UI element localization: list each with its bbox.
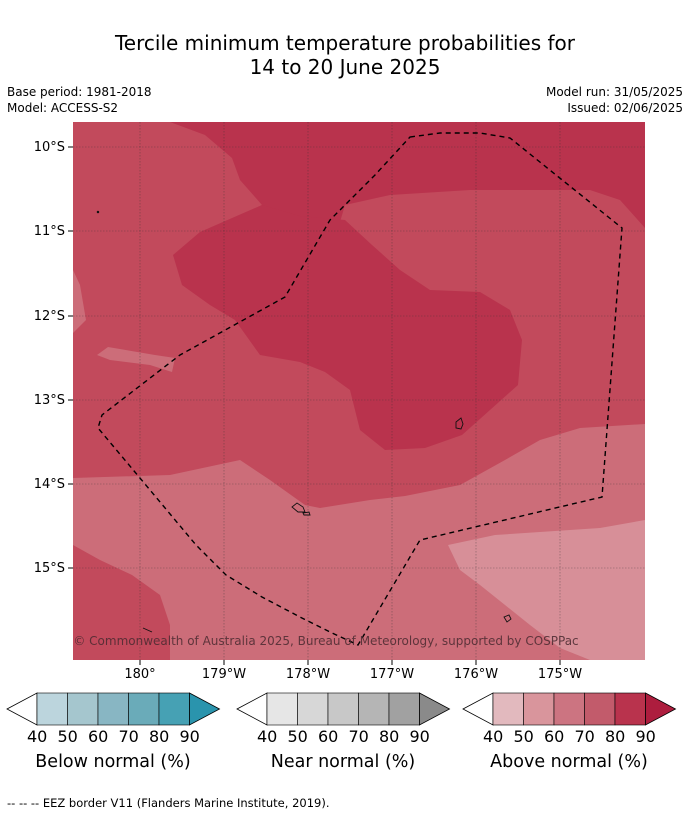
colorbar-segment bbox=[492, 692, 524, 726]
colorbars bbox=[6, 692, 677, 726]
colorbar-low-extend bbox=[236, 692, 268, 726]
lon-label: 178°W bbox=[286, 667, 330, 682]
lon-label: 177°W bbox=[370, 667, 414, 682]
latitude-labels: 10°S 11°S 12°S 13°S 14°S 15°S bbox=[34, 140, 65, 576]
lat-label: 10°S bbox=[34, 140, 65, 155]
colorbar-high-extend bbox=[645, 692, 677, 726]
colorbar-1 bbox=[236, 692, 451, 726]
colorbar-tick-label: 70 bbox=[118, 727, 139, 746]
meta-left: Base period: 1981-2018 Model: ACCESS-S2 bbox=[7, 84, 152, 116]
copyright-notice: © Commonwealth of Australia 2025, Bureau… bbox=[73, 634, 578, 648]
lat-label: 15°S bbox=[34, 561, 65, 576]
colorbar-low-extend bbox=[6, 692, 38, 726]
colorbar-segment bbox=[67, 692, 99, 726]
colorbar-segment bbox=[97, 692, 129, 726]
colorbar-tick-label: 90 bbox=[409, 727, 430, 746]
colorbar-high-extend bbox=[189, 692, 221, 726]
base-period: Base period: 1981-2018 bbox=[7, 85, 152, 99]
lat-label: 11°S bbox=[34, 224, 65, 239]
island-wallis bbox=[455, 417, 464, 430]
islands bbox=[96, 210, 512, 633]
axis-ticks bbox=[68, 146, 561, 665]
lat-label: 12°S bbox=[34, 309, 65, 324]
meta-right: Model run: 31/05/2025 Issued: 02/06/2025 bbox=[546, 84, 683, 116]
lon-label: 179°W bbox=[202, 667, 246, 682]
island-futuna bbox=[291, 502, 306, 513]
colorbar-tick-label: 40 bbox=[483, 727, 504, 746]
longitude-labels: 180° 179°W 178°W 177°W 176°W 175°W bbox=[124, 667, 582, 682]
above-normal-label: Above normal (%) bbox=[490, 752, 648, 772]
footnote: -- -- -- EEZ border V11 (Flanders Marine… bbox=[7, 796, 330, 810]
colorbar-segment bbox=[584, 692, 616, 726]
colorbar-segment bbox=[128, 692, 160, 726]
eez-border bbox=[97, 132, 623, 646]
colorbar-tick-label: 50 bbox=[57, 727, 78, 746]
colorbar-tick-label: 80 bbox=[149, 727, 170, 746]
issued-date: Issued: 02/06/2025 bbox=[567, 101, 683, 115]
lon-label: 180° bbox=[124, 667, 155, 682]
band-80-90-core bbox=[173, 205, 522, 450]
colorbar-segment bbox=[553, 692, 585, 726]
colorbar-segment bbox=[614, 692, 646, 726]
island-small-west bbox=[142, 627, 153, 633]
colorbar-low-extend bbox=[462, 692, 494, 726]
lon-label: 175°W bbox=[538, 667, 582, 682]
colorbar-segment bbox=[523, 692, 555, 726]
colorbar-segment bbox=[36, 692, 68, 726]
lon-label: 176°W bbox=[454, 667, 498, 682]
colorbar-tick-label: 80 bbox=[379, 727, 400, 746]
colorbar-segment bbox=[358, 692, 390, 726]
island-dot bbox=[96, 210, 100, 214]
island-alofi bbox=[302, 511, 311, 516]
colorbar-segment bbox=[297, 692, 329, 726]
colorbar-tick-label: 70 bbox=[348, 727, 369, 746]
colorbar-segment bbox=[158, 692, 190, 726]
island-small-south bbox=[503, 614, 512, 623]
colorbar-tick-label: 50 bbox=[513, 727, 534, 746]
title-line-2: 14 to 20 June 2025 bbox=[249, 55, 441, 79]
colorbar-tick-label: 40 bbox=[27, 727, 48, 746]
band-60-70-sliver bbox=[97, 347, 175, 372]
colorbar-tick-label: 60 bbox=[88, 727, 109, 746]
colorbar-2 bbox=[462, 692, 677, 726]
band-80-90-north bbox=[170, 122, 645, 230]
colorbar-tick-label: 90 bbox=[635, 727, 656, 746]
graticule bbox=[73, 122, 645, 660]
colorbar-high-extend bbox=[419, 692, 451, 726]
colorbar-segment bbox=[327, 692, 359, 726]
colorbar-tick-label: 90 bbox=[179, 727, 200, 746]
title-line-1: Tercile minimum temperature probabilitie… bbox=[114, 31, 576, 55]
probability-fields bbox=[73, 122, 645, 660]
colorbar-tick-label: 70 bbox=[574, 727, 595, 746]
colorbar-segment bbox=[388, 692, 420, 726]
model-name: Model: ACCESS-S2 bbox=[7, 101, 119, 115]
below-normal-label: Below normal (%) bbox=[35, 752, 191, 772]
band-60-70-west-patch bbox=[73, 270, 86, 333]
band-50-60-southeast bbox=[448, 520, 645, 660]
model-run: Model run: 31/05/2025 bbox=[545, 85, 683, 99]
colorbar-0 bbox=[6, 692, 221, 726]
lat-label: 13°S bbox=[34, 393, 65, 408]
colorbar-tick-label: 40 bbox=[257, 727, 278, 746]
colorbar-tick-label: 60 bbox=[318, 727, 339, 746]
map-title: Tercile minimum temperature probabilitie… bbox=[0, 31, 690, 79]
lat-label: 14°S bbox=[34, 477, 65, 492]
colorbar-tick-label: 60 bbox=[544, 727, 565, 746]
colorbar-tick-label: 50 bbox=[287, 727, 308, 746]
near-normal-label: Near normal (%) bbox=[270, 752, 416, 772]
colorbar-tick-label: 80 bbox=[605, 727, 626, 746]
colorbar-segment bbox=[266, 692, 298, 726]
